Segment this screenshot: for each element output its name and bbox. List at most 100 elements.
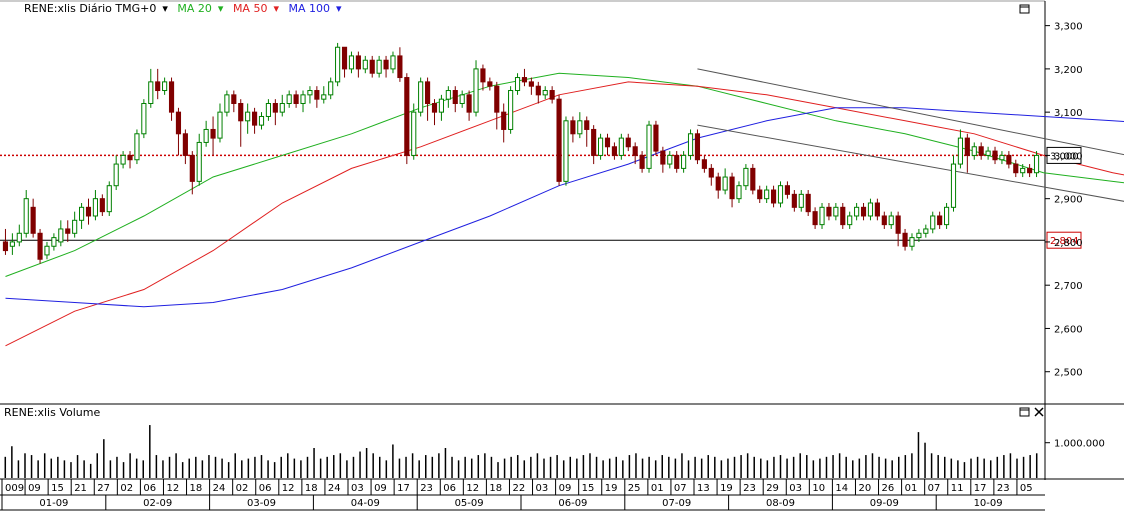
y-tick-label: 2,700 [1054,281,1083,292]
x-month-label: 03-09 [247,498,276,509]
candle-body [1014,164,1018,173]
candle-body [557,99,561,181]
x-day-label: 15 [582,483,595,494]
candle-body [142,104,146,134]
x-day-label: 27 [97,483,110,494]
candle-body [114,164,118,186]
candle-body [398,56,402,78]
y-tick-label: 3,200 [1054,65,1083,76]
candle-body [370,60,374,73]
candle-body [945,207,949,224]
candle-body [730,177,734,199]
candle-body [599,138,603,155]
candle-body [10,242,14,246]
candle-body [841,207,845,224]
chart-header: RENE:xlis Diário TMG+0 ▾ MA 20 ▾ MA 50 ▾ MA… [24,2,348,15]
candle-body [218,112,222,138]
x-day-label: 24 [328,483,341,494]
x-day-label: 19 [605,483,618,494]
candle-body [356,56,360,69]
candle-body [432,104,436,113]
x-day-label: 06 [143,483,156,494]
candle-body [647,125,651,168]
candle-body [342,47,346,69]
candle-body [875,203,879,216]
dropdown-arrow-icon[interactable]: ▾ [162,2,168,15]
candle-body [287,95,291,104]
candle-body [169,82,173,112]
candle-body [765,190,769,199]
candle-body [419,82,423,112]
dropdown-arrow-icon[interactable]: ▾ [218,2,224,15]
candle-body [31,207,35,233]
x-day-label: 23 [743,483,756,494]
candle-body [391,56,395,69]
candle-body [626,138,630,147]
x-day-label: 22 [512,483,525,494]
candle-body [488,82,492,86]
candle-body [128,155,132,159]
x-day-label: 23 [420,483,433,494]
candle-body [924,229,928,233]
candle-body [107,186,111,212]
x-day-label: 06 [259,483,272,494]
candle-body [737,186,741,199]
y-tick-label: 2,900 [1054,195,1083,206]
candle-body [93,199,97,216]
ma20-label[interactable]: MA 20 [177,2,212,15]
candle-body [66,229,70,233]
candle-body [931,216,935,229]
candle-body [204,129,208,142]
x-day-label: 18 [305,483,318,494]
candle-body [266,104,270,117]
candle-body [564,121,568,182]
candle-body [571,121,575,134]
candle-body [405,78,409,156]
candle-body [619,138,623,155]
volume-y-tick-label: 1.000.000 [1054,439,1105,450]
x-month-label: 08-09 [766,498,795,509]
candle-body [156,82,160,91]
candle-body [529,82,533,86]
candle-body [778,186,782,203]
y-tick-label: 3,000 [1054,151,1083,162]
candle-body [834,207,838,216]
candle-body [951,164,955,207]
candle-body [536,86,540,95]
symbol-label[interactable]: RENE:xlis Diário TMG+0 [24,2,156,15]
candle-body [100,199,104,212]
x-day-label: 05 [1020,483,1033,494]
candle-body [163,82,167,91]
candle-body [688,134,692,156]
candle-body [592,129,596,155]
candle-body [190,155,194,181]
x-day-label: 09 [559,483,572,494]
candle-body [709,168,713,177]
candle-body [73,220,77,233]
x-day-label: 17 [974,483,987,494]
dropdown-arrow-icon[interactable]: ▾ [273,2,279,15]
candle-body [578,121,582,134]
ma50-label[interactable]: MA 50 [233,2,268,15]
x-month-label: 10-09 [974,498,1003,509]
candle-body [820,207,824,224]
candle-body [882,216,886,225]
candle-body [149,82,153,104]
x-day-label: 15 [51,483,64,494]
candle-body [910,238,914,247]
x-day-label: 12 [282,483,295,494]
x-day-label: 12 [166,483,179,494]
y-tick-label: 2,500 [1054,368,1083,379]
candle-body [308,91,312,95]
ma100-label[interactable]: MA 100 [288,2,330,15]
volume-title: RENE:xlis Volume [4,406,100,419]
candle-body [633,147,637,156]
candle-body [495,86,499,112]
candle-body [412,112,416,155]
candle-body [550,91,554,100]
x-day-label: 12 [466,483,479,494]
candle-body [605,138,609,147]
candle-body [259,116,263,125]
candle-body [744,168,748,185]
dropdown-arrow-icon[interactable]: ▾ [336,2,342,15]
